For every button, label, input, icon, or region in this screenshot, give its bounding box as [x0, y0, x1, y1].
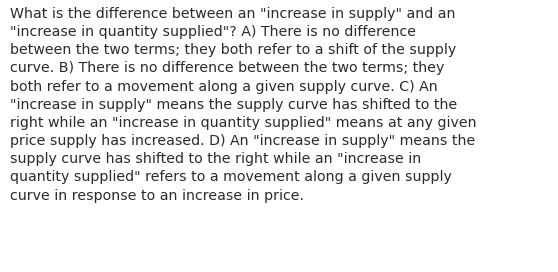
Text: What is the difference between an "increase in supply" and an
"increase in quant: What is the difference between an "incre…	[10, 7, 477, 203]
